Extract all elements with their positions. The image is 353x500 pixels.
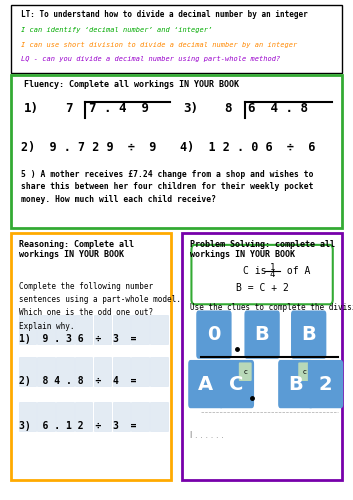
FancyBboxPatch shape: [11, 75, 342, 228]
FancyBboxPatch shape: [131, 358, 149, 386]
Text: 2)  8 4 . 8  ÷  4  =: 2) 8 4 . 8 ÷ 4 =: [19, 376, 136, 386]
Text: B = C + 2: B = C + 2: [236, 283, 288, 293]
FancyBboxPatch shape: [113, 358, 130, 386]
FancyBboxPatch shape: [150, 316, 168, 344]
FancyBboxPatch shape: [308, 360, 343, 408]
FancyBboxPatch shape: [94, 316, 111, 344]
Text: A: A: [198, 374, 214, 394]
Text: B: B: [301, 325, 316, 344]
Text: Fluency: Complete all workings IN YOUR BOOK: Fluency: Complete all workings IN YOUR B…: [24, 80, 239, 88]
FancyBboxPatch shape: [131, 316, 149, 344]
FancyBboxPatch shape: [94, 358, 111, 386]
Text: 4: 4: [270, 270, 275, 279]
Text: C is: C is: [243, 266, 272, 276]
Text: B: B: [288, 374, 303, 394]
Text: 7 . 4  9: 7 . 4 9: [89, 102, 149, 116]
Text: 8: 8: [225, 102, 232, 116]
FancyBboxPatch shape: [56, 402, 73, 430]
FancyBboxPatch shape: [56, 316, 73, 344]
FancyBboxPatch shape: [37, 402, 55, 430]
FancyBboxPatch shape: [131, 402, 149, 430]
FancyBboxPatch shape: [191, 245, 333, 304]
Text: 7: 7: [65, 102, 73, 116]
Text: 1)  9 . 3 6  ÷  3  =: 1) 9 . 3 6 ÷ 3 =: [19, 334, 136, 344]
FancyBboxPatch shape: [113, 316, 130, 344]
Text: 5 ) A mother receives £7.24 change from a shop and wishes to
share this between : 5 ) A mother receives £7.24 change from …: [20, 170, 313, 203]
Text: B: B: [255, 325, 269, 344]
Text: LQ - can you divide a decimal number using part-whole method?: LQ - can you divide a decimal number usi…: [20, 56, 280, 62]
Text: of A: of A: [281, 266, 310, 276]
FancyBboxPatch shape: [239, 362, 252, 381]
Text: I can identify ‘decimal number’ and ‘integer’: I can identify ‘decimal number’ and ‘int…: [20, 26, 212, 32]
FancyBboxPatch shape: [75, 402, 92, 430]
FancyBboxPatch shape: [150, 402, 168, 430]
Text: l . . . . . .: l . . . . . .: [190, 430, 224, 440]
FancyBboxPatch shape: [244, 310, 280, 358]
FancyBboxPatch shape: [75, 358, 92, 386]
FancyBboxPatch shape: [150, 358, 168, 386]
FancyBboxPatch shape: [19, 402, 36, 430]
Text: 2: 2: [319, 374, 333, 394]
Text: 0: 0: [207, 325, 221, 344]
FancyBboxPatch shape: [19, 316, 36, 344]
FancyBboxPatch shape: [196, 310, 232, 358]
FancyBboxPatch shape: [219, 360, 254, 408]
Text: Use the clues to complete the division.: Use the clues to complete the division.: [190, 303, 353, 312]
Text: C: C: [229, 374, 244, 394]
FancyBboxPatch shape: [278, 360, 313, 408]
FancyBboxPatch shape: [56, 358, 73, 386]
FancyBboxPatch shape: [298, 362, 311, 381]
Text: LT: To understand how to divide a decimal number by an integer: LT: To understand how to divide a decima…: [20, 10, 307, 20]
Text: c: c: [303, 368, 307, 374]
FancyBboxPatch shape: [19, 358, 36, 386]
FancyBboxPatch shape: [75, 316, 92, 344]
Text: 6  4 . 8: 6 4 . 8: [248, 102, 308, 116]
Text: Problem Solving: complete all
workings IN YOUR BOOK: Problem Solving: complete all workings I…: [190, 240, 335, 260]
FancyBboxPatch shape: [188, 360, 223, 408]
Text: 4)  1 2 . 0 6  ÷  6: 4) 1 2 . 0 6 ÷ 6: [180, 140, 315, 153]
Text: c: c: [243, 368, 247, 374]
FancyBboxPatch shape: [11, 5, 342, 72]
Text: 2)  9 . 7 2 9  ÷  9: 2) 9 . 7 2 9 ÷ 9: [20, 140, 156, 153]
Text: 1: 1: [270, 263, 275, 272]
Text: Reasoning: Complete all
workings IN YOUR BOOK: Reasoning: Complete all workings IN YOUR…: [19, 240, 134, 260]
Text: 3): 3): [183, 102, 198, 116]
FancyBboxPatch shape: [37, 316, 55, 344]
Text: 1): 1): [24, 102, 39, 116]
FancyBboxPatch shape: [182, 232, 342, 480]
FancyBboxPatch shape: [94, 402, 111, 430]
FancyBboxPatch shape: [291, 310, 326, 358]
Text: Complete the following number
sentences using a part-whole model.
Which one is t: Complete the following number sentences …: [19, 282, 180, 331]
Text: I can use short division to divide a decimal number by an integer: I can use short division to divide a dec…: [20, 42, 297, 48]
Text: 3)  6 . 1 2  ÷  3  =: 3) 6 . 1 2 ÷ 3 =: [19, 420, 136, 430]
FancyBboxPatch shape: [113, 402, 130, 430]
FancyBboxPatch shape: [11, 232, 171, 480]
FancyBboxPatch shape: [37, 358, 55, 386]
